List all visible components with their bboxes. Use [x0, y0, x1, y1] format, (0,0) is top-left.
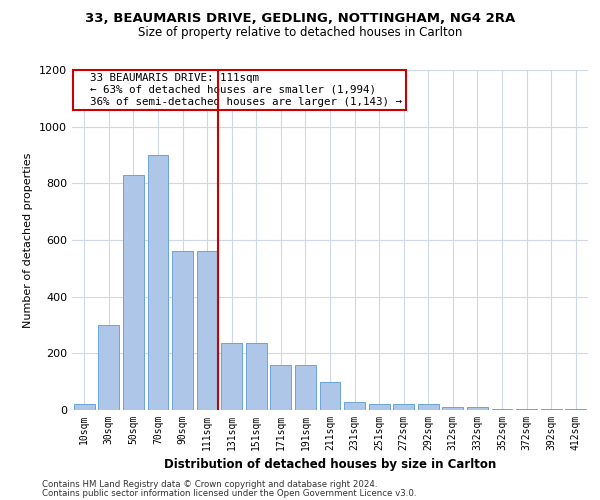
Bar [516, 408, 537, 410]
Bar [123, 175, 144, 410]
Bar [368, 404, 389, 410]
Bar [541, 408, 562, 410]
Text: Size of property relative to detached houses in Carlton: Size of property relative to detached ho… [138, 26, 462, 39]
Bar [98, 325, 119, 410]
Bar [74, 404, 95, 410]
Bar [442, 407, 463, 410]
Bar [467, 407, 488, 410]
Bar [393, 404, 414, 410]
Bar [491, 408, 512, 410]
Bar [320, 382, 340, 410]
Bar [271, 364, 292, 410]
Text: 33 BEAUMARIS DRIVE: 111sqm
  ← 63% of detached houses are smaller (1,994)
  36% : 33 BEAUMARIS DRIVE: 111sqm ← 63% of deta… [77, 74, 402, 106]
Bar [344, 402, 365, 410]
Bar [418, 404, 439, 410]
Text: Contains HM Land Registry data © Crown copyright and database right 2024.: Contains HM Land Registry data © Crown c… [42, 480, 377, 489]
Bar [565, 408, 586, 410]
Bar [246, 344, 267, 410]
Bar [197, 252, 218, 410]
X-axis label: Distribution of detached houses by size in Carlton: Distribution of detached houses by size … [164, 458, 496, 471]
Bar [295, 364, 316, 410]
Bar [148, 155, 169, 410]
Bar [221, 344, 242, 410]
Bar [172, 252, 193, 410]
Text: Contains public sector information licensed under the Open Government Licence v3: Contains public sector information licen… [42, 489, 416, 498]
Y-axis label: Number of detached properties: Number of detached properties [23, 152, 34, 328]
Text: 33, BEAUMARIS DRIVE, GEDLING, NOTTINGHAM, NG4 2RA: 33, BEAUMARIS DRIVE, GEDLING, NOTTINGHAM… [85, 12, 515, 26]
